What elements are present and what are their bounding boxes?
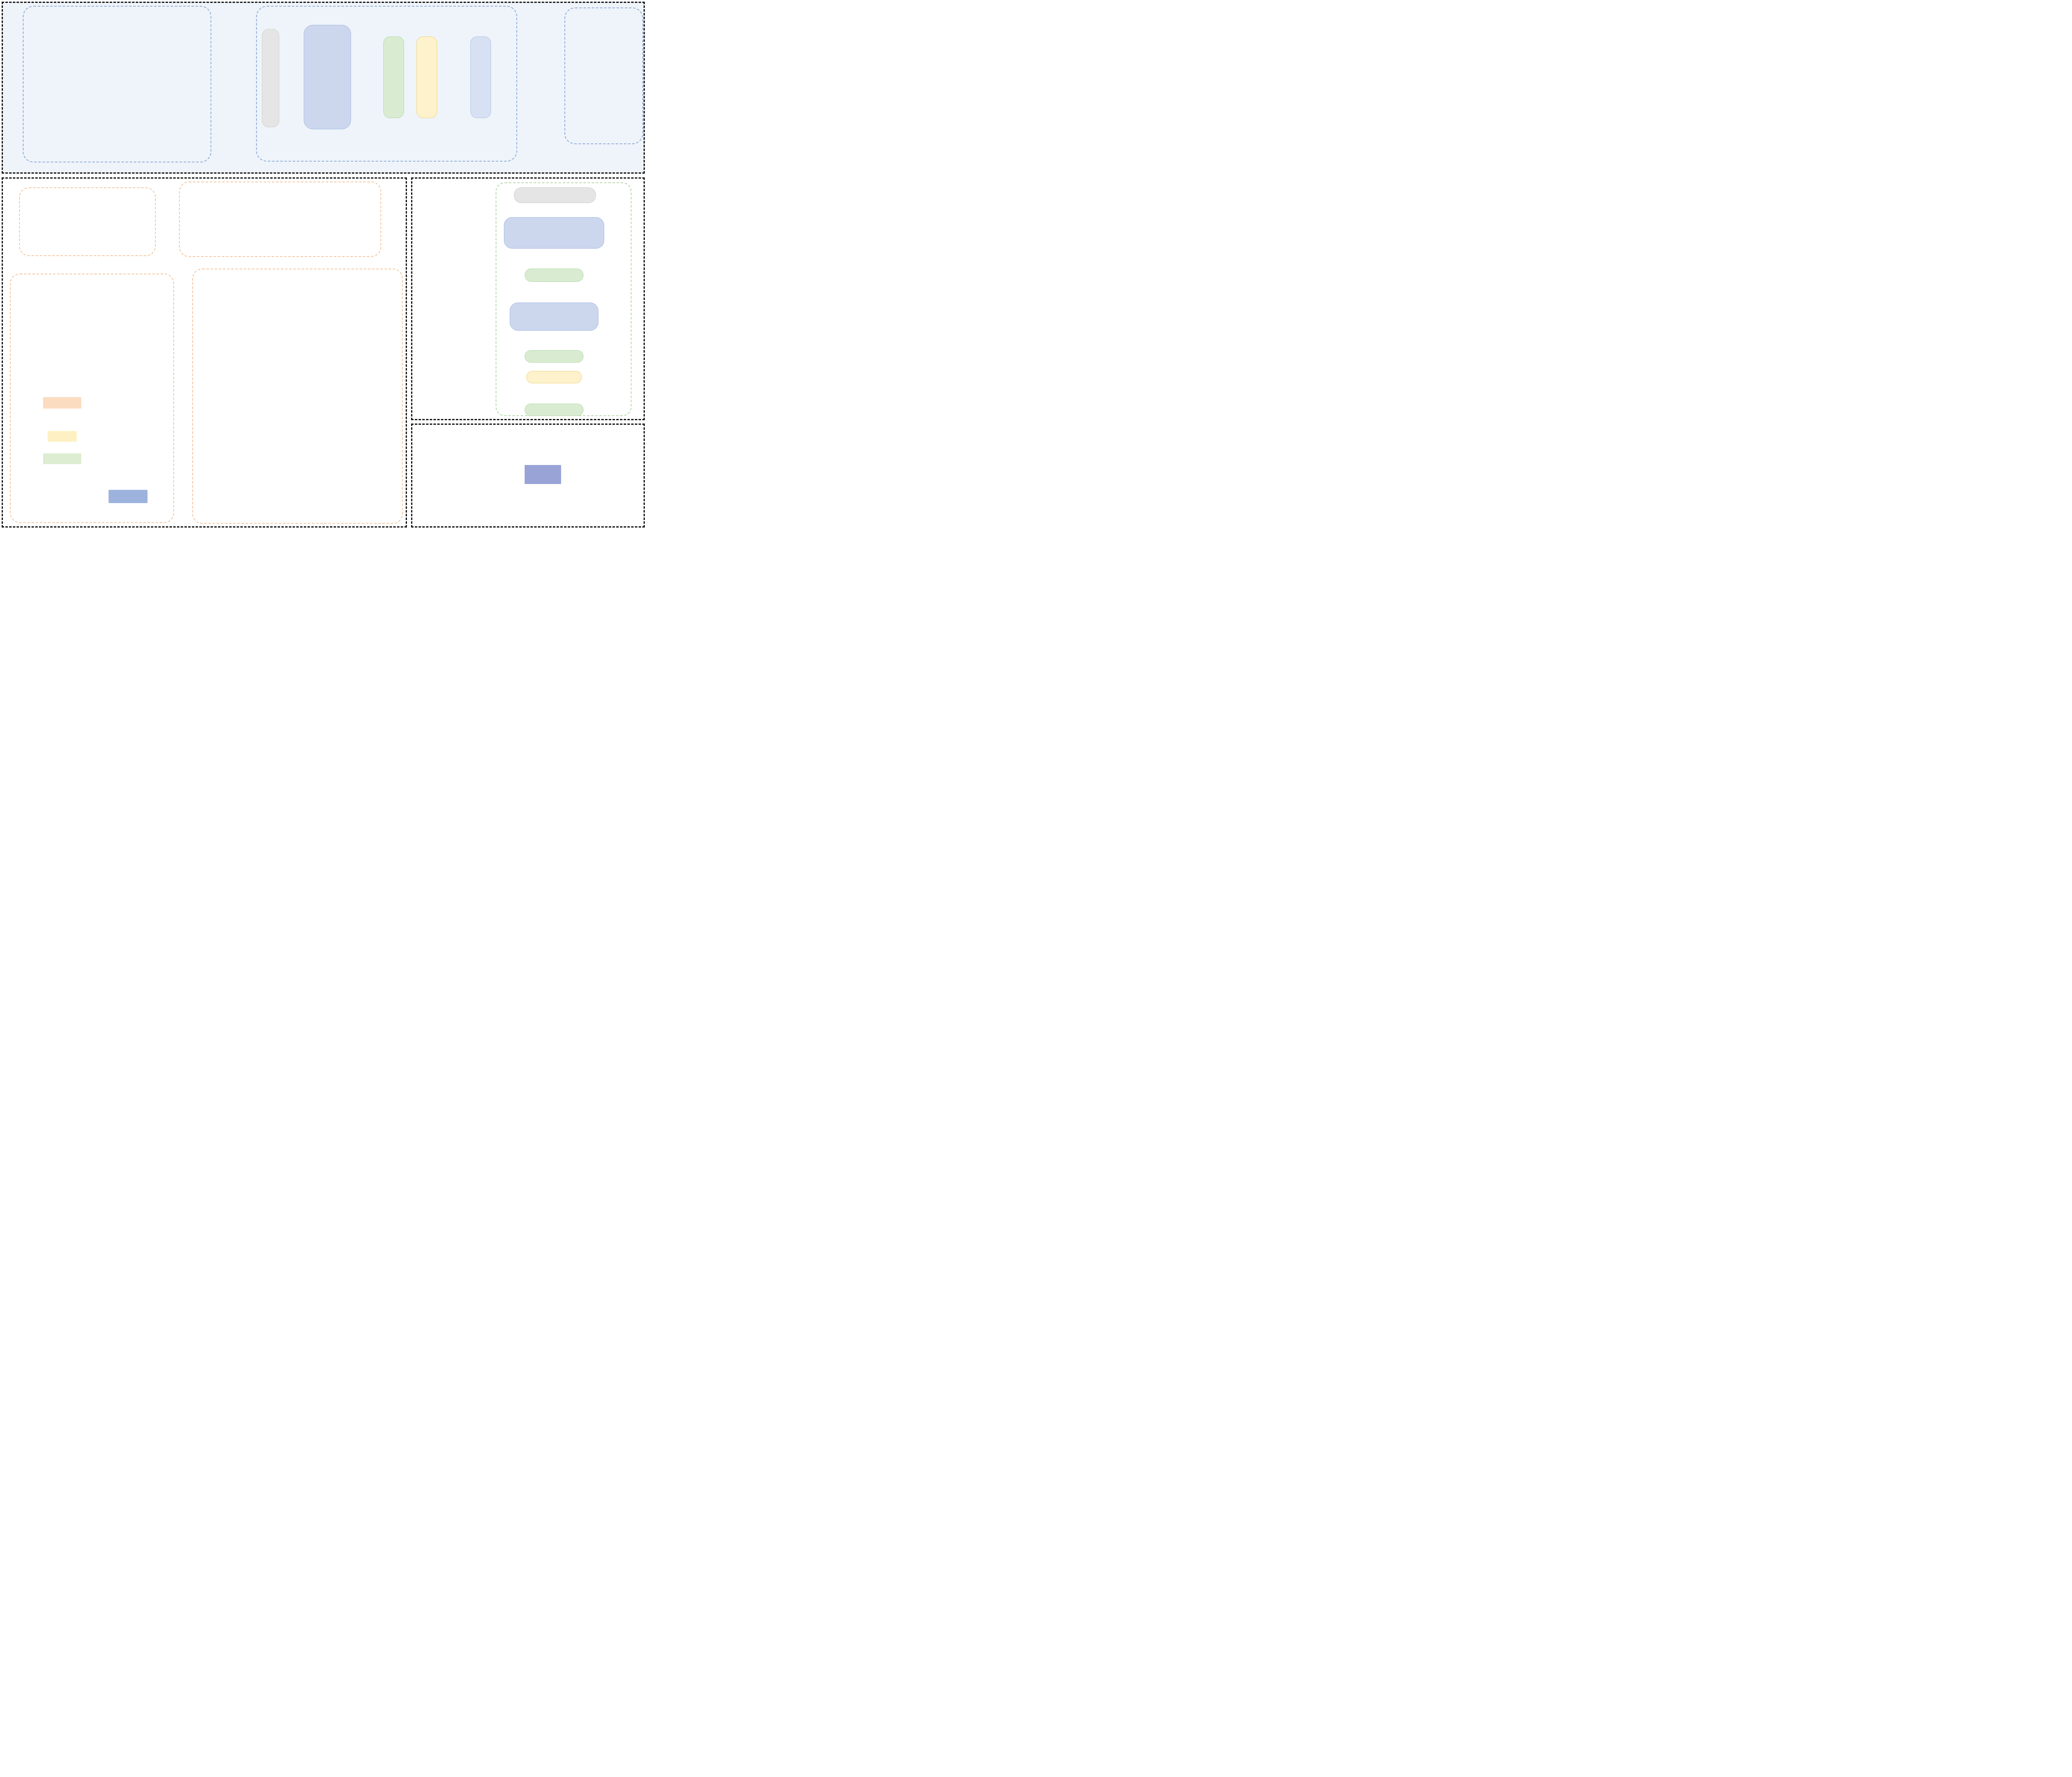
figure-overlay — [0, 0, 646, 529]
panel-b-border — [2, 177, 407, 528]
scale-box — [48, 431, 77, 442]
matmul-2-box — [109, 490, 148, 503]
mhsa-box-a — [304, 25, 351, 129]
mhsa-box-c — [510, 303, 598, 331]
embedding-layer-box — [262, 29, 279, 127]
encoder-box — [256, 6, 517, 162]
ic50-box — [525, 465, 561, 484]
softmax-box — [43, 453, 81, 464]
feed-forward-c — [526, 371, 582, 383]
embedding-layer-box-c — [514, 187, 596, 203]
message-aggregation-box — [192, 269, 403, 524]
layer-norm-1-a — [383, 36, 404, 118]
layer-norm-2-c — [525, 350, 583, 363]
equivariance-box — [179, 182, 381, 257]
masked-mhsa-box — [504, 217, 604, 249]
layer-norm-1-c — [525, 269, 583, 282]
attention-qkv-box — [10, 274, 174, 523]
matmul-1-box — [43, 397, 81, 409]
feed-forward-a — [416, 36, 437, 118]
panel-d-border — [411, 424, 645, 528]
figure-canvas — [0, 0, 646, 529]
omics-input-box — [23, 6, 211, 162]
drug-rdkit-box — [19, 187, 156, 256]
panel-c-border — [411, 177, 645, 420]
layer-norm-2-a — [470, 36, 491, 118]
omics-output-box — [564, 7, 643, 144]
layer-norm-3-c — [525, 404, 583, 416]
